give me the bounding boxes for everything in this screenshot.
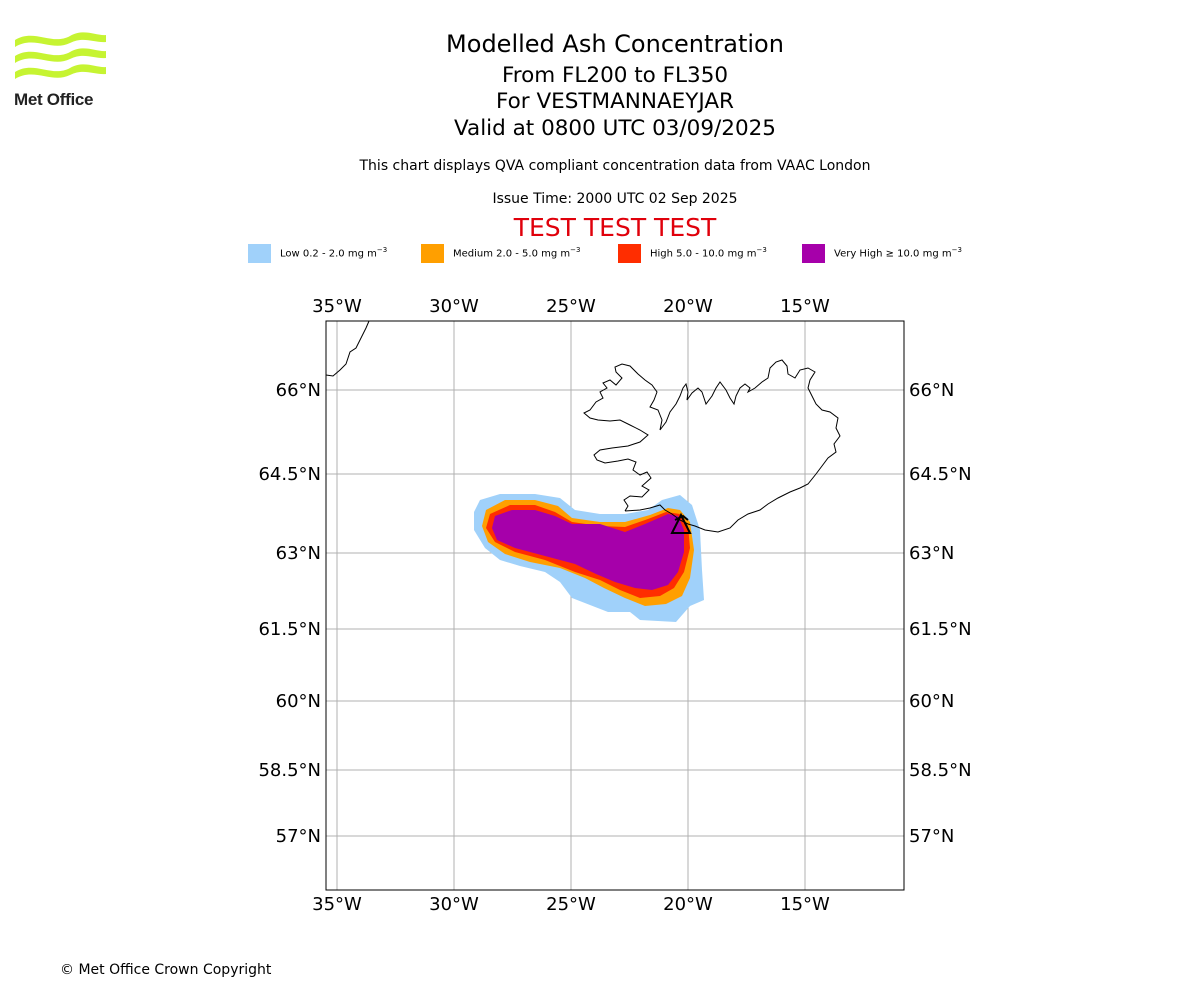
legend-swatch-high xyxy=(618,244,641,263)
legend-label-very-high: Very High ≥ 10.0 mg m−3 xyxy=(834,246,962,260)
lat-label-left: 57°N xyxy=(276,826,321,847)
volcano-marker-icon xyxy=(670,512,692,534)
lon-label-top: 15°W xyxy=(780,296,830,317)
met-office-logo-text: Met Office xyxy=(14,90,94,109)
map-frame xyxy=(325,320,905,891)
lon-label-bottom: 35°W xyxy=(312,894,362,915)
test-banner: TEST TEST TEST xyxy=(513,213,717,242)
chart-title: Modelled Ash Concentration xyxy=(446,30,784,58)
lat-label-left: 60°N xyxy=(276,691,321,712)
valid-time: Valid at 0800 UTC 03/09/2025 xyxy=(453,116,776,141)
lon-label-bottom: 15°W xyxy=(780,894,830,915)
lon-label-bottom: 30°W xyxy=(429,894,479,915)
lat-label-left: 64.5°N xyxy=(258,464,321,485)
lat-label-left: 58.5°N xyxy=(258,760,321,781)
issue-time: Issue Time: 2000 UTC 02 Sep 2025 xyxy=(492,191,738,207)
latitude-labels-right: 66°N 64.5°N 63°N 61.5°N 60°N 58.5°N 57°N xyxy=(909,380,972,847)
lat-label-right: 58.5°N xyxy=(909,760,972,781)
met-office-waves-icon xyxy=(15,32,106,79)
lat-label-right: 57°N xyxy=(909,826,954,847)
lon-label-top: 35°W xyxy=(312,296,362,317)
longitude-labels-top: 35°W 30°W 25°W 20°W 15°W xyxy=(312,296,830,317)
lat-label-right: 66°N xyxy=(909,380,954,401)
latitude-labels-left: 66°N 64.5°N 63°N 61.5°N 60°N 58.5°N 57°N xyxy=(258,380,321,847)
lat-label-right: 60°N xyxy=(909,691,954,712)
legend-swatch-medium xyxy=(421,244,444,263)
longitude-labels-bottom: 35°W 30°W 25°W 20°W 15°W xyxy=(312,894,830,915)
legend-label-low: Low 0.2 - 2.0 mg m−3 xyxy=(280,246,388,260)
volcano-name: For VESTMANNAEYJAR xyxy=(496,89,734,114)
legend-label-medium: Medium 2.0 - 5.0 mg m−3 xyxy=(453,246,581,260)
legend-swatch-low xyxy=(248,244,271,263)
lon-label-top: 20°W xyxy=(663,296,713,317)
legend-swatch-very-high xyxy=(802,244,825,263)
legend-label-high: High 5.0 - 10.0 mg m−3 xyxy=(650,246,767,260)
lat-label-left: 66°N xyxy=(276,380,321,401)
copyright-notice: © Met Office Crown Copyright xyxy=(60,962,272,978)
lon-label-top: 30°W xyxy=(429,296,479,317)
met-office-logo: Met Office xyxy=(14,30,108,112)
chart-description: This chart displays QVA compliant concen… xyxy=(359,158,871,174)
ash-area-very-high xyxy=(492,510,684,590)
greenland-coastline xyxy=(326,321,370,377)
lat-label-left: 61.5°N xyxy=(258,619,321,640)
lat-label-right: 64.5°N xyxy=(909,464,972,485)
lon-label-bottom: 20°W xyxy=(663,894,713,915)
lon-label-bottom: 25°W xyxy=(546,894,596,915)
lat-label-right: 63°N xyxy=(909,543,954,564)
lat-label-left: 63°N xyxy=(276,543,321,564)
lon-label-top: 25°W xyxy=(546,296,596,317)
lat-label-right: 61.5°N xyxy=(909,619,972,640)
flight-level-range: From FL200 to FL350 xyxy=(501,63,729,88)
iceland-coastline xyxy=(583,359,841,533)
